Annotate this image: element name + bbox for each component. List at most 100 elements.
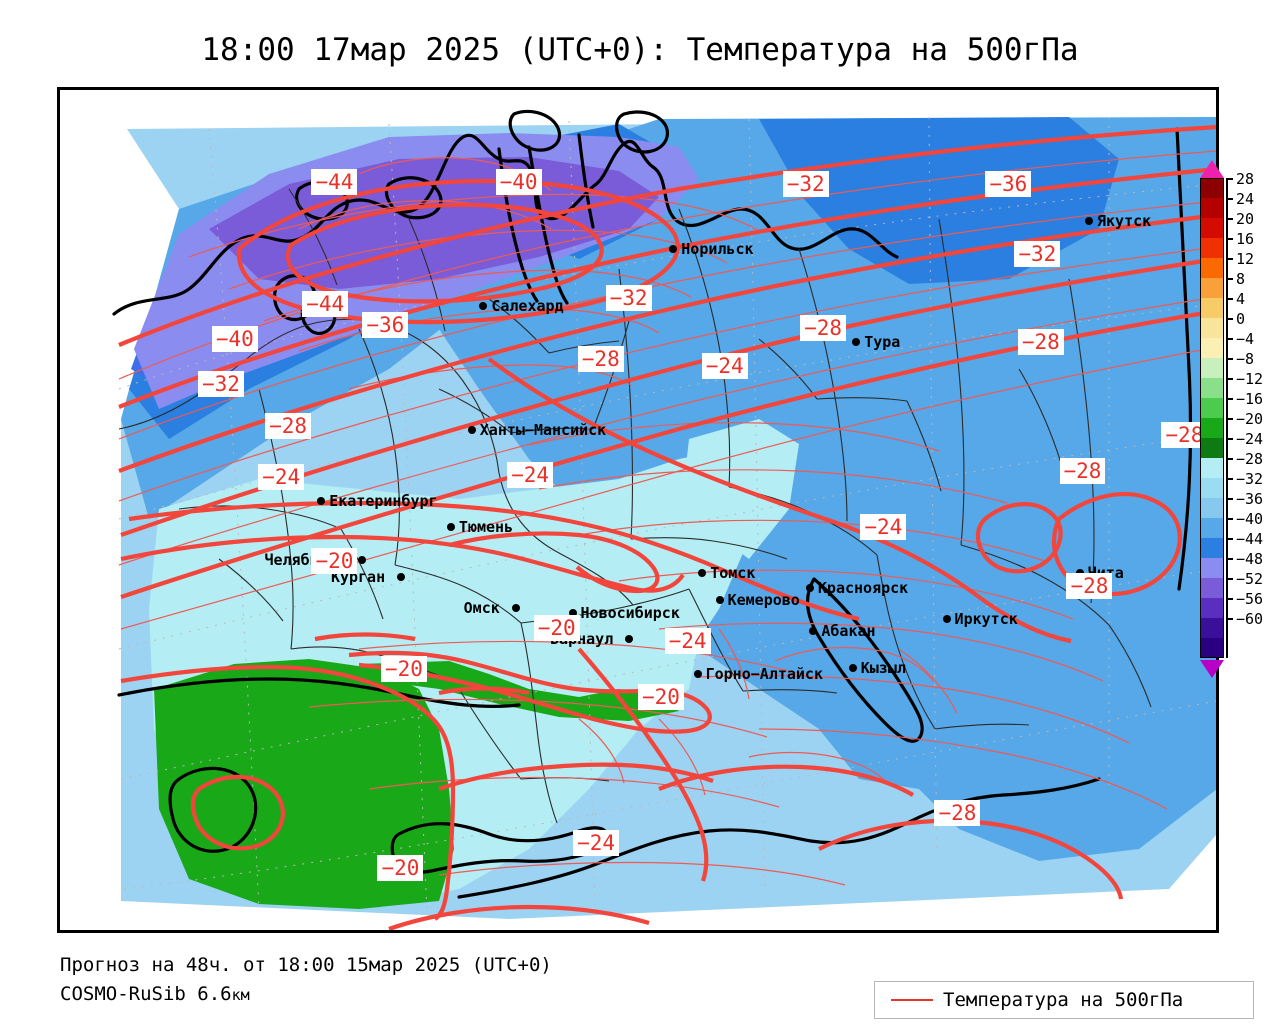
contour-label: −20 <box>377 855 424 882</box>
colorbar-tick <box>1226 558 1233 560</box>
colorbar-swatch <box>1200 638 1224 658</box>
colorbar-swatch <box>1200 238 1224 258</box>
contour-label: −32 <box>782 170 829 197</box>
colorbar-swatch <box>1200 258 1224 278</box>
colorbar-tick <box>1226 418 1233 420</box>
colorbar-swatch <box>1200 318 1224 338</box>
colorbar-tick-label: −4 <box>1236 330 1255 348</box>
colorbar-tick-label: −48 <box>1236 550 1264 568</box>
map-canvas <box>59 89 1217 931</box>
colorbar-tick-label: −36 <box>1236 490 1264 508</box>
city-label: Екатеринбург <box>329 492 438 511</box>
colorbar-swatch <box>1200 458 1224 478</box>
colorbar-tick <box>1226 298 1233 300</box>
city-dot-icon <box>467 425 476 434</box>
legend: Температура на 500гПа <box>874 981 1254 1019</box>
colorbar-tick <box>1226 398 1233 400</box>
contour-label: −28 <box>800 314 847 341</box>
city-label: Новосибирск <box>580 603 680 622</box>
colorbar-tick-label: −20 <box>1236 410 1264 428</box>
city-dot-icon <box>479 302 488 311</box>
colorbar-tick-label: −56 <box>1236 590 1264 608</box>
colorbar-swatch <box>1200 578 1224 598</box>
colorbar-tick <box>1226 518 1233 520</box>
colorbar-tick <box>1226 598 1233 600</box>
forecast-info: Прогноз на 48ч. от 18:00 15мар 2025 (UTC… <box>60 954 552 976</box>
colorbar-tick-label: −60 <box>1236 610 1264 628</box>
city-label: Тура <box>864 333 901 352</box>
colorbar-swatch <box>1200 618 1224 638</box>
colorbar-tick <box>1226 318 1233 320</box>
city-dot-icon <box>446 522 455 531</box>
colorbar-swatches <box>1200 178 1224 658</box>
colorbar-tick <box>1226 378 1233 380</box>
colorbar-swatch <box>1200 358 1224 378</box>
colorbar-swatch <box>1200 378 1224 398</box>
city-dot-icon <box>625 634 634 643</box>
contour-label: −20 <box>533 615 580 642</box>
colorbar-tick <box>1226 258 1233 260</box>
city-label: Горно−Алтайск <box>705 664 823 683</box>
colorbar-tick-label: −52 <box>1236 570 1264 588</box>
map-panel[interactable]: Салехард Норильск Якутск Тура Ханты−Мансийск… <box>57 87 1219 933</box>
model-resolution-unit: км <box>231 986 250 1004</box>
colorbar-swatch <box>1200 518 1224 538</box>
colorbar-tick-label: −44 <box>1236 530 1264 548</box>
model-name: COSMO-RuSib <box>60 983 186 1005</box>
colorbar-swatch <box>1200 598 1224 618</box>
contour-label: −24 <box>573 829 620 856</box>
colorbar-tick <box>1226 218 1233 220</box>
colorbar-tick <box>1226 278 1233 280</box>
contour-label: −32 <box>1014 240 1061 267</box>
contour-label: −36 <box>362 312 409 339</box>
city-dot-icon <box>805 584 814 593</box>
city-label: Иркутск <box>954 610 1018 629</box>
city-label: Абакан <box>821 622 876 641</box>
city-dot-icon <box>809 627 818 636</box>
colorbar-swatch <box>1200 438 1224 458</box>
colorbar-tick <box>1226 178 1233 180</box>
colorbar-swatch <box>1200 298 1224 318</box>
colorbar-swatch <box>1200 398 1224 418</box>
contour-label: −28 <box>265 413 312 440</box>
colorbar-tick-label: 0 <box>1236 310 1246 328</box>
contour-label: −32 <box>605 285 652 312</box>
colorbar-tick <box>1226 438 1233 440</box>
colorbar-tick <box>1226 198 1233 200</box>
city-dot-icon <box>357 556 366 565</box>
contour-label: −24 <box>258 463 305 490</box>
city-label: Норильск <box>681 239 754 258</box>
footer: Прогноз на 48ч. от 18:00 15мар 2025 (UTC… <box>60 950 552 1009</box>
city-dot-icon <box>511 604 520 613</box>
contour-label: −20 <box>311 547 358 574</box>
city-dot-icon <box>317 497 326 506</box>
colorbar-tick-label: 24 <box>1236 190 1255 208</box>
city-label: Кызыл <box>860 659 906 678</box>
city-label: Якутск <box>1096 211 1152 230</box>
colorbar-tick-label: −8 <box>1236 350 1255 368</box>
colorbar-tick-label: 4 <box>1236 290 1246 308</box>
admin-boundaries <box>118 188 1152 824</box>
colorbar-swatch <box>1200 538 1224 558</box>
colorbar-tick-label: −40 <box>1236 510 1264 528</box>
contour-label: −24 <box>507 462 554 488</box>
colorbar-tick <box>1226 498 1233 500</box>
contour-label: −24 <box>860 514 907 541</box>
colorbar-under-arrow <box>1200 660 1224 678</box>
legend-label: Температура на 500гПа <box>943 989 1184 1011</box>
legend-line-swatch <box>891 999 933 1001</box>
contour-label: −20 <box>638 684 684 711</box>
contour-label: −28 <box>934 800 981 827</box>
city-dot-icon <box>848 664 857 673</box>
colorbar-tick <box>1226 578 1233 580</box>
colorbar-tick <box>1226 618 1233 620</box>
city-label: Кемерово <box>727 590 800 609</box>
colorbar[interactable]: 28 24 20 16 12 8 4 0 −4 −8 −12 −16 −20 −24 −28 −32 −36 −4… <box>1200 160 1280 690</box>
city-dot-icon <box>942 615 951 624</box>
city-dot-icon <box>397 573 406 582</box>
colorbar-tick-label: −28 <box>1236 450 1264 468</box>
colorbar-tick-label: 28 <box>1236 170 1255 188</box>
city-label: Красноярск <box>817 579 909 598</box>
contour-label: −28 <box>1017 328 1064 355</box>
